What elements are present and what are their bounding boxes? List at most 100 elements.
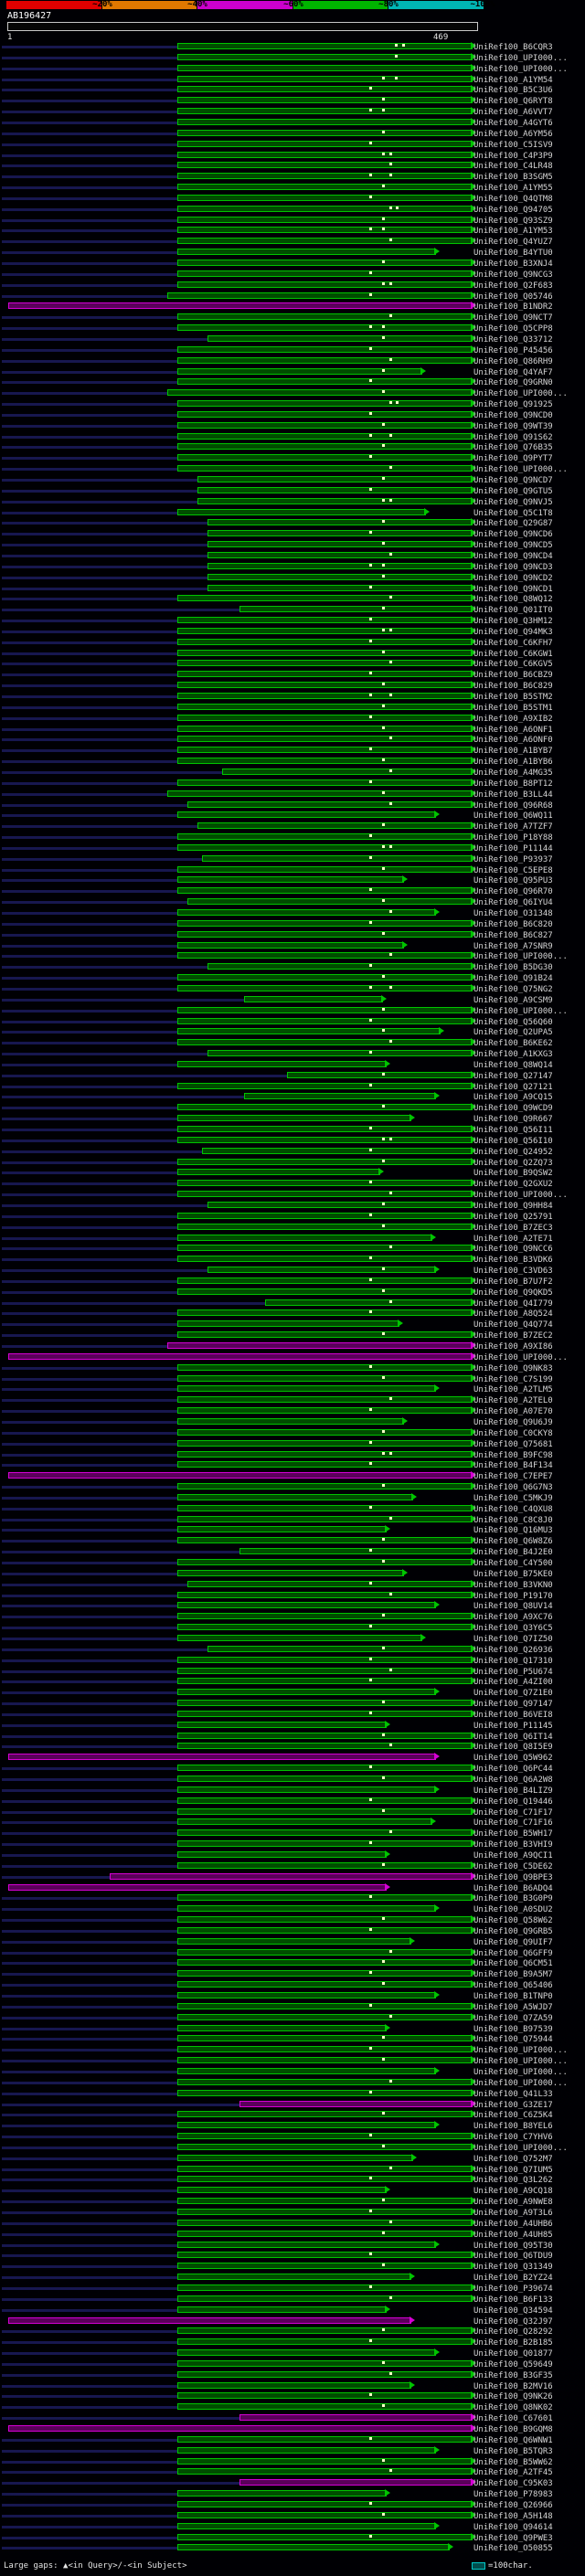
hit-label[interactable]: UniRef100_Q86RH9 [473,356,553,366]
hit-label[interactable]: UniRef100_Q94705 [473,205,553,215]
hit-bar[interactable] [244,995,383,1002]
hit-bar[interactable] [8,2316,412,2324]
hit-bar[interactable] [176,1115,412,1122]
hit-bar[interactable] [176,1526,387,1533]
hit-bar[interactable] [176,2370,473,2378]
hit-bar[interactable] [176,1417,404,1425]
hit-label[interactable]: UniRef100_Q75NG2 [473,984,553,994]
hit-bar[interactable] [176,421,473,429]
hit-bar[interactable] [176,249,436,256]
hit-label[interactable]: UniRef100_Q9NCD4 [473,551,553,561]
hit-bar[interactable] [176,2122,436,2129]
hit-bar[interactable] [176,2468,473,2475]
hit-bar[interactable] [176,1017,473,1024]
hit-label[interactable]: UniRef100_B4J2E0 [473,1548,553,1558]
hit-label[interactable]: UniRef100_Q8UV14 [473,1602,553,1612]
hit-bar[interactable] [176,1894,473,1902]
hit-bar[interactable] [176,833,473,841]
hit-bar[interactable] [176,129,473,136]
hit-bar[interactable] [176,432,473,440]
hit-label[interactable]: UniRef100_Q32J97 [473,2316,553,2327]
hit-bar[interactable] [176,1937,412,1945]
hit-label[interactable]: UniRef100_Q6PC44 [473,1765,553,1775]
hit-label[interactable]: UniRef100_A9XIB2 [473,714,553,724]
hit-bar[interactable] [176,378,473,386]
hit-label[interactable]: UniRef100_Q56Q60 [473,1017,553,1027]
hit-bar[interactable] [176,887,473,895]
hit-bar[interactable] [176,1082,473,1089]
hit-label[interactable]: UniRef100_A2TEL0 [473,1396,553,1406]
hit-bar[interactable] [176,2187,387,2194]
hit-label[interactable]: UniRef100_Q4YAF7 [473,367,553,377]
hit-label[interactable]: UniRef100_P18Y88 [473,833,553,843]
hit-label[interactable]: UniRef100_B8YEL6 [473,2122,553,2132]
hit-label[interactable]: UniRef100_B6C820 [473,919,553,929]
hit-bar[interactable] [176,2024,387,2031]
hit-bar[interactable] [176,919,473,927]
hit-bar[interactable] [207,519,473,526]
hit-bar[interactable] [176,1191,473,1198]
hit-label[interactable]: UniRef100_Q75681 [473,1439,553,1449]
hit-bar[interactable] [176,865,473,873]
hit-bar[interactable] [176,97,473,104]
hit-label[interactable]: UniRef100_UPI000... [473,2057,568,2067]
hit-bar[interactable] [176,1223,473,1230]
hit-bar[interactable] [8,1883,387,1891]
hit-label[interactable]: UniRef100_A1BYB7 [473,747,553,757]
hit-bar[interactable] [202,854,473,862]
hit-label[interactable]: UniRef100_C7EPE7 [473,1472,553,1482]
hit-label[interactable]: UniRef100_B4F134 [473,1461,553,1471]
hit-bar[interactable] [176,876,404,884]
hit-bar[interactable] [176,2306,387,2313]
hit-label[interactable]: UniRef100_O31348 [473,909,553,918]
hit-bar[interactable] [176,1916,473,1924]
hit-bar[interactable] [176,1493,414,1500]
hit-label[interactable]: UniRef100_B4LIZ9 [473,1786,553,1796]
hit-label[interactable]: UniRef100_UPI000... [473,952,568,962]
hit-label[interactable]: UniRef100_Q3L262 [473,2176,553,2186]
hit-label[interactable]: UniRef100_Q6IT14 [473,1732,553,1742]
hit-label[interactable]: UniRef100_UPI000... [473,1191,568,1201]
hit-label[interactable]: UniRef100_Q9NCD5 [473,541,553,551]
hit-bar[interactable] [176,1256,473,1263]
hit-label[interactable]: UniRef100_Q8NK02 [473,2403,553,2413]
hit-label[interactable]: UniRef100_Q34594 [473,2306,553,2316]
hit-bar[interactable] [176,779,473,786]
hit-label[interactable]: UniRef100_Q95T30 [473,2241,553,2251]
hit-bar[interactable] [176,2111,473,2118]
hit-bar[interactable] [176,1656,473,1663]
hit-label[interactable]: UniRef100_UPI000... [473,2067,568,2077]
hit-bar[interactable] [176,2500,473,2507]
hit-label[interactable]: UniRef100_Q9QKD5 [473,1288,553,1298]
hit-label[interactable]: UniRef100_Q41L33 [473,2089,553,2099]
hit-label[interactable]: UniRef100_Q9NK83 [473,1363,553,1373]
hit-label[interactable]: UniRef100_B2MV16 [473,2381,553,2391]
hit-bar[interactable] [176,410,473,418]
hit-bar[interactable] [176,671,473,678]
hit-label[interactable]: UniRef100_Q95PU3 [473,876,553,886]
hit-bar[interactable] [265,1299,473,1306]
hit-label[interactable]: UniRef100_Q9R667 [473,1115,553,1125]
hit-label[interactable]: UniRef100_A8Q524 [473,1309,553,1320]
hit-bar[interactable] [176,443,473,451]
hit-bar[interactable] [197,822,473,830]
hit-label[interactable]: UniRef100_A9NWE8 [473,2198,553,2208]
hit-label[interactable]: UniRef100_A9CQ15 [473,1093,553,1103]
hit-bar[interactable] [176,194,473,201]
hit-label[interactable]: UniRef100_C5ISV9 [473,140,553,150]
hit-label[interactable]: UniRef100_Q65406 [473,1981,553,1991]
hit-label[interactable]: UniRef100_Q9NCD1 [473,584,553,594]
hit-bar[interactable] [239,2100,473,2107]
hit-bar[interactable] [176,811,436,819]
hit-label[interactable]: UniRef100_Q75944 [473,2035,553,2045]
hit-bar[interactable] [207,530,473,537]
hit-bar[interactable] [244,1093,436,1100]
hit-bar[interactable] [176,693,473,699]
hit-label[interactable]: UniRef100_B6ADQ4 [473,1883,553,1893]
hit-label[interactable]: UniRef100_P39674 [473,2284,553,2294]
hit-bar[interactable] [207,584,473,591]
hit-label[interactable]: UniRef100_B7ZEC2 [473,1331,553,1341]
hit-label[interactable]: UniRef100_C5DE62 [473,1861,553,1871]
hit-bar[interactable] [176,682,473,689]
hit-bar[interactable] [8,1472,473,1479]
